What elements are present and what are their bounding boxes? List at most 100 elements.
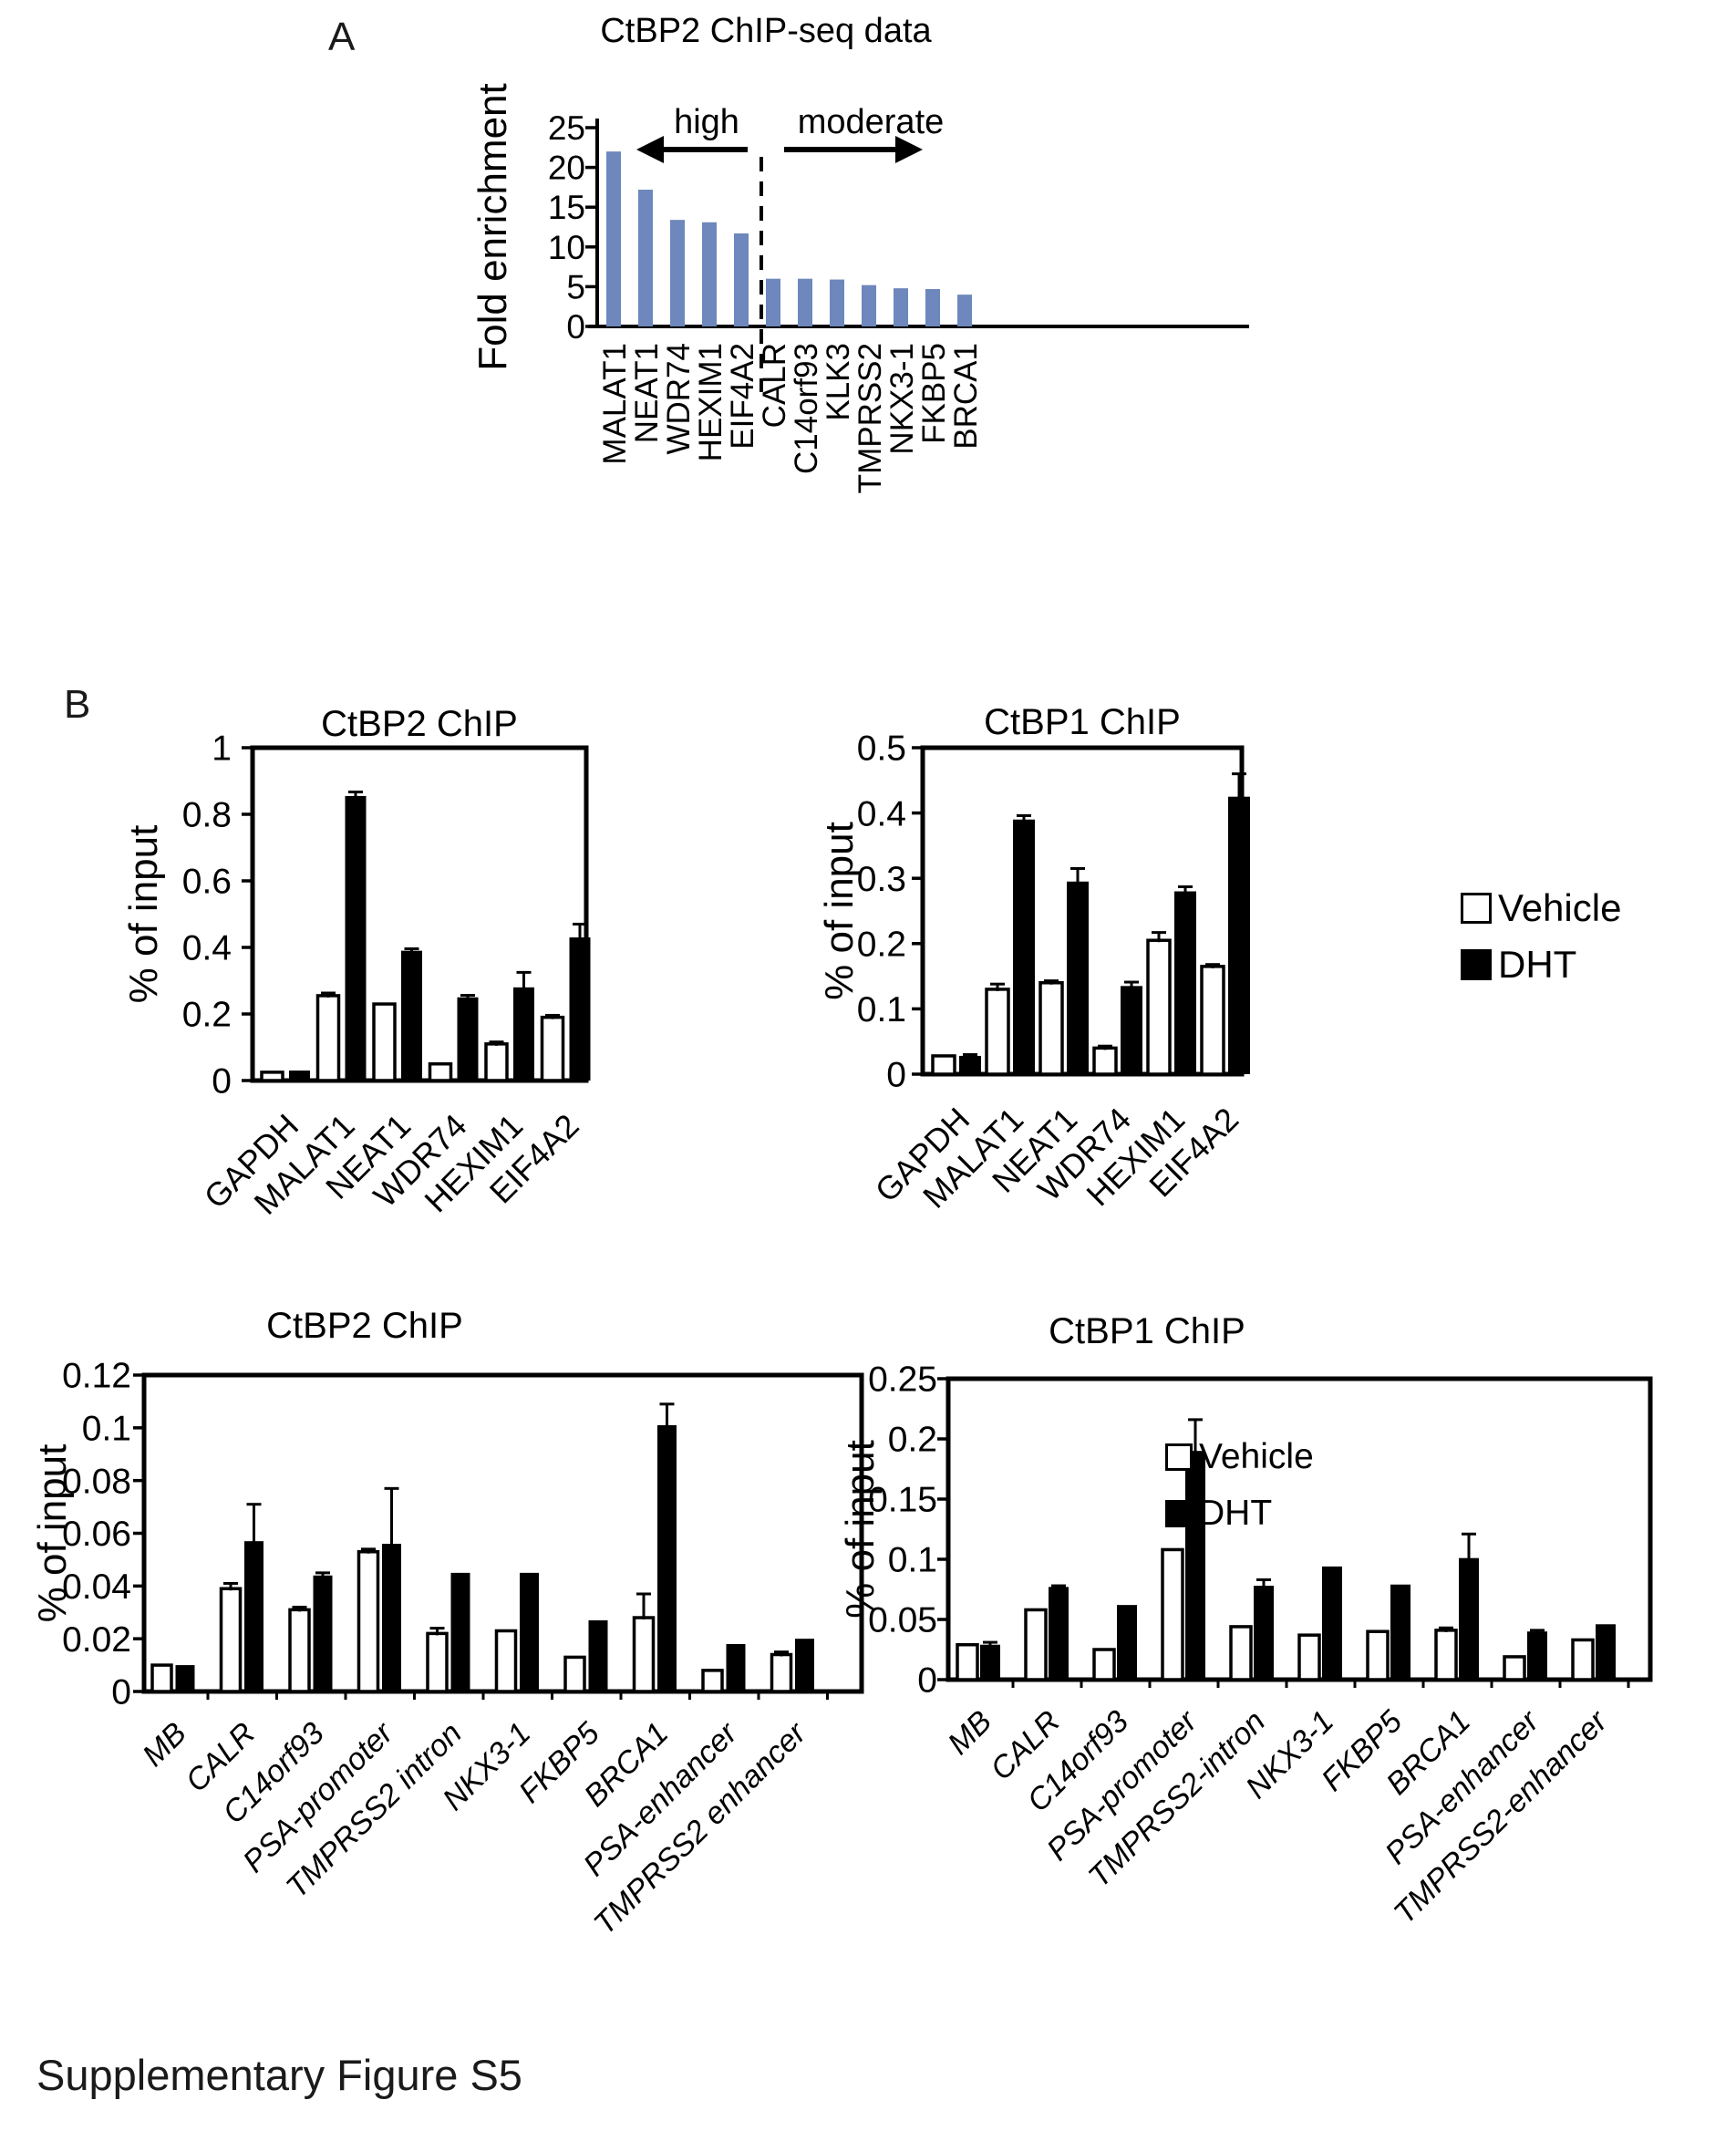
bar-vehicle bbox=[260, 1071, 284, 1082]
panel-b-label: B bbox=[64, 682, 91, 727]
bar-vehicle bbox=[1161, 1547, 1184, 1681]
left-arrowhead-icon bbox=[636, 136, 664, 163]
bar-dht bbox=[588, 1619, 608, 1691]
bar-dht bbox=[289, 1071, 310, 1081]
bar-dht bbox=[1049, 1587, 1069, 1680]
legend-dht-label: DHT bbox=[1199, 1494, 1273, 1533]
y-tick-label: 15 bbox=[548, 189, 585, 226]
bar-vehicle bbox=[494, 1629, 518, 1693]
x-category-label: C14orf93 bbox=[789, 343, 824, 474]
bar-vehicle bbox=[372, 1002, 397, 1082]
bar-dht bbox=[520, 1572, 539, 1691]
x-category-label: NKX3-1 bbox=[884, 343, 920, 455]
bar-dht bbox=[795, 1639, 814, 1691]
panel-a-label: A bbox=[328, 15, 356, 59]
bar-vehicle bbox=[770, 1652, 793, 1693]
bar bbox=[734, 233, 749, 326]
y-tick-label: 0.25 bbox=[868, 1360, 937, 1400]
y-tick-label: 0.1 bbox=[857, 990, 906, 1029]
vehicle-swatch-icon bbox=[1461, 893, 1492, 924]
y-axis-label: % of input bbox=[30, 1444, 75, 1623]
bar bbox=[862, 284, 876, 326]
y-tick-label: 0.2 bbox=[857, 925, 906, 964]
legend-row-vehicle: Vehicle bbox=[1165, 1437, 1314, 1477]
bar-dht bbox=[1390, 1584, 1410, 1680]
bar-vehicle bbox=[484, 1042, 509, 1082]
bar-vehicle bbox=[288, 1608, 311, 1693]
legend-dht-label: DHT bbox=[1498, 943, 1577, 986]
y-tick-label: 10 bbox=[548, 229, 585, 266]
bar-dht bbox=[345, 795, 367, 1081]
bar-vehicle bbox=[150, 1663, 173, 1693]
moderate-annotation: moderate bbox=[798, 103, 945, 141]
y-axis-label: % of input bbox=[838, 1440, 883, 1619]
ctbp1-chip-bottom-chart: 00.050.10.150.20.25MBCALRC14orf93PSA-pro… bbox=[838, 1311, 1653, 1930]
y-tick-label: 0.06 bbox=[62, 1515, 131, 1554]
y-tick-label: 0 bbox=[886, 1056, 906, 1095]
bar-dht bbox=[1527, 1631, 1547, 1680]
y-tick-label: 1 bbox=[212, 729, 232, 769]
high-annotation: high bbox=[674, 103, 739, 141]
bar bbox=[830, 279, 844, 326]
legend-row-dht: DHT bbox=[1165, 1494, 1314, 1534]
chart-title: CtBP2 ChIP-seq data bbox=[600, 12, 932, 50]
y-axis-label: % of input bbox=[121, 825, 166, 1004]
legend-row-dht: DHT bbox=[1461, 943, 1621, 987]
y-tick-label: 0.6 bbox=[182, 863, 232, 902]
bar-vehicle bbox=[1024, 1608, 1048, 1681]
bar-vehicle bbox=[356, 1549, 380, 1693]
bar-vehicle bbox=[428, 1062, 453, 1082]
bar-dht bbox=[980, 1644, 1000, 1680]
chart-title: CtBP2 ChIP bbox=[321, 704, 518, 744]
bar-dht bbox=[401, 950, 422, 1081]
bar-vehicle bbox=[1038, 981, 1064, 1076]
x-category-label: MALAT1 bbox=[597, 343, 633, 465]
y-axis-label: Fold enrichment bbox=[470, 83, 515, 370]
bar bbox=[957, 295, 972, 326]
legend-vehicle-label: Vehicle bbox=[1498, 886, 1622, 929]
bar bbox=[894, 288, 908, 326]
y-tick-label: 0.3 bbox=[857, 860, 906, 899]
legend-vehicle-label: Vehicle bbox=[1199, 1437, 1314, 1476]
y-tick-label: 0.1 bbox=[82, 1409, 131, 1448]
x-category-label: MB bbox=[941, 1704, 998, 1762]
y-tick-label: 0.05 bbox=[868, 1601, 937, 1640]
x-category-label: HEXIM1 bbox=[693, 343, 728, 461]
bar-dht bbox=[1459, 1557, 1479, 1680]
bar-vehicle bbox=[1503, 1655, 1526, 1681]
bar bbox=[766, 278, 780, 326]
bar-dht bbox=[1174, 891, 1196, 1074]
y-tick-label: 0.2 bbox=[182, 996, 232, 1035]
bar-vehicle bbox=[1297, 1633, 1321, 1681]
ctbp1-chip-top-chart: 00.10.20.30.40.5GAPDHMALAT1NEAT1WDR74HEX… bbox=[817, 702, 1250, 1215]
y-axis-label: % of input bbox=[817, 822, 862, 1000]
bar-dht bbox=[1067, 881, 1089, 1074]
y-tick-label: 0 bbox=[111, 1673, 131, 1712]
bar-dht bbox=[457, 997, 479, 1081]
chart-title: CtBP2 ChIP bbox=[266, 1306, 463, 1346]
bar-vehicle bbox=[632, 1616, 656, 1693]
bar bbox=[925, 289, 940, 326]
bar bbox=[798, 278, 812, 326]
legend-row-vehicle: Vehicle bbox=[1461, 886, 1621, 930]
x-category-label: FKBP5 bbox=[916, 343, 952, 444]
bar-dht bbox=[657, 1424, 677, 1691]
x-category-label: WDR74 bbox=[661, 343, 697, 455]
bar-vehicle bbox=[956, 1642, 979, 1681]
bar-vehicle bbox=[315, 994, 341, 1082]
y-tick-label: 0.4 bbox=[857, 794, 906, 833]
x-category-label: KLK3 bbox=[821, 343, 856, 421]
y-tick-label: 0 bbox=[566, 308, 585, 346]
y-tick-label: 0.08 bbox=[62, 1462, 131, 1501]
bar-vehicle bbox=[1200, 965, 1225, 1076]
bar-vehicle bbox=[1146, 938, 1172, 1076]
bar-dht bbox=[1596, 1624, 1616, 1680]
bar-dht bbox=[1254, 1586, 1274, 1680]
right-arrowhead-icon bbox=[895, 136, 923, 163]
bar bbox=[638, 190, 653, 326]
x-category-label: NEAT1 bbox=[629, 343, 665, 443]
y-tick-label: 0.4 bbox=[182, 929, 232, 968]
figure-caption: Supplementary Figure S5 bbox=[36, 2051, 522, 2099]
vehicle-swatch-icon bbox=[1165, 1443, 1193, 1471]
